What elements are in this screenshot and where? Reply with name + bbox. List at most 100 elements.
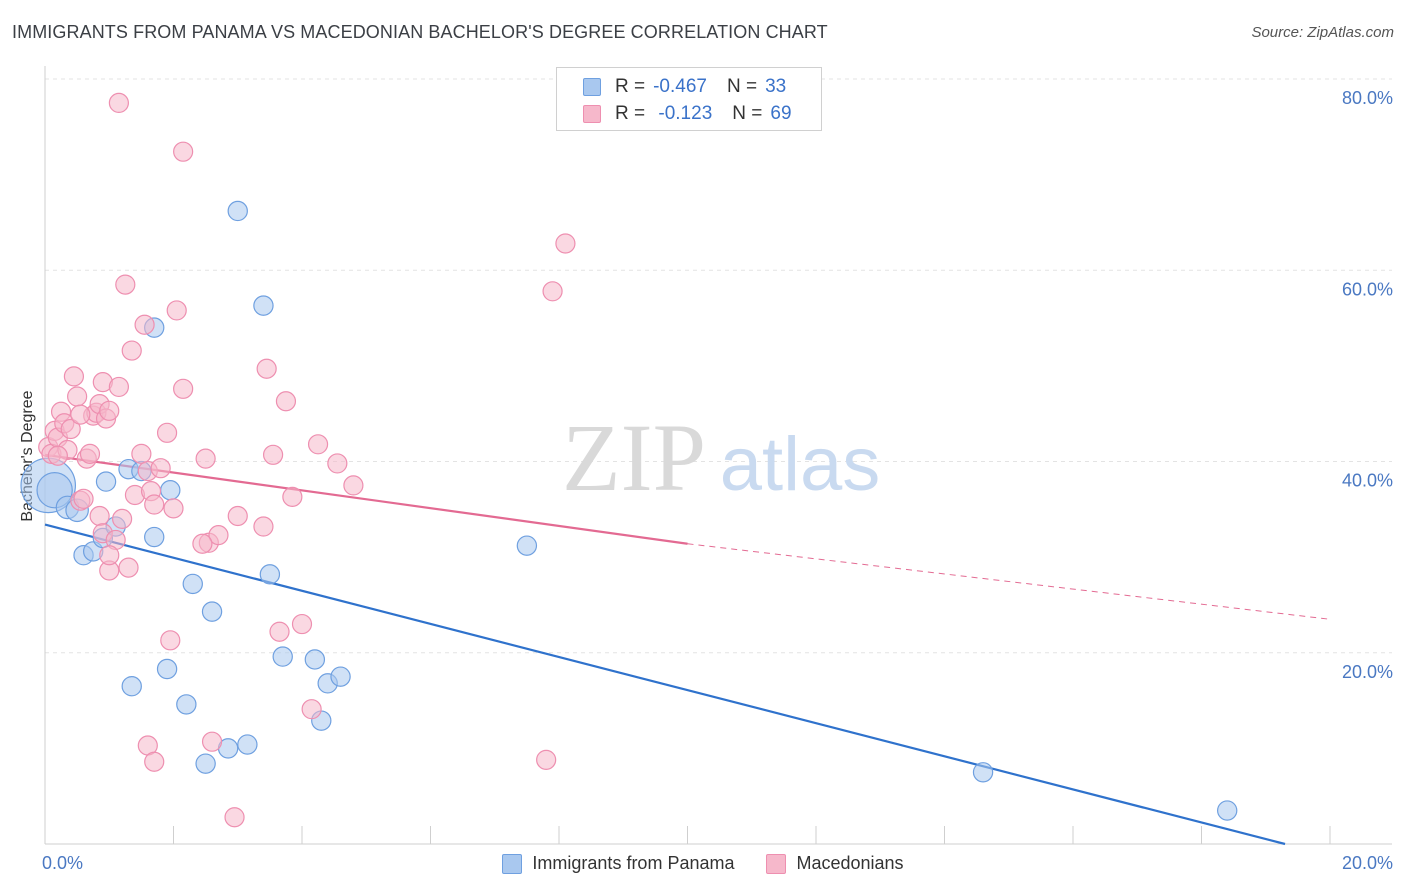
legend-n-value: 69 bbox=[770, 103, 792, 124]
point-macedonians bbox=[542, 281, 563, 302]
point-panama bbox=[516, 535, 538, 556]
trend-line-macedonians-extension bbox=[687, 543, 1331, 620]
tick-labels: 20.0% 40.0% 60.0% 80.0% 0.0% 20.0% bbox=[42, 88, 1393, 873]
point-macedonians bbox=[166, 300, 187, 321]
point-macedonians bbox=[208, 525, 229, 546]
point-macedonians bbox=[115, 274, 136, 295]
legend-label-macedonians: Macedonians bbox=[796, 853, 904, 873]
point-panama bbox=[195, 753, 216, 774]
chart-title: IMMIGRANTS FROM PANAMA VS MACEDONIAN BAC… bbox=[12, 22, 828, 42]
point-macedonians bbox=[291, 613, 313, 635]
point-macedonians bbox=[227, 505, 248, 527]
point-macedonians bbox=[195, 448, 216, 469]
gridlines bbox=[45, 78, 1392, 654]
legend-swatch-panama bbox=[583, 78, 601, 96]
point-macedonians bbox=[144, 494, 165, 515]
point-macedonians bbox=[307, 434, 329, 455]
watermark-zip: ZIP bbox=[562, 404, 706, 511]
point-macedonians bbox=[99, 400, 120, 421]
point-macedonians bbox=[253, 516, 274, 537]
point-panama bbox=[95, 471, 117, 492]
watermark-atlas: atlas bbox=[720, 422, 881, 507]
trend-line-panama bbox=[44, 523, 1286, 846]
legend-r-label: R = bbox=[615, 103, 646, 124]
point-macedonians bbox=[282, 486, 303, 507]
point-macedonians bbox=[67, 386, 88, 407]
point-macedonians bbox=[89, 505, 110, 527]
x-tick-label-min: 0.0% bbox=[42, 853, 83, 873]
point-macedonians bbox=[343, 475, 364, 496]
point-macedonians bbox=[224, 807, 245, 828]
point-macedonians bbox=[555, 233, 576, 254]
point-macedonians bbox=[131, 443, 152, 464]
axes bbox=[44, 66, 1392, 845]
point-panama bbox=[304, 649, 326, 670]
point-macedonians bbox=[70, 404, 91, 425]
point-macedonians bbox=[118, 557, 139, 578]
point-macedonians bbox=[301, 699, 322, 720]
point-macedonians bbox=[173, 141, 194, 162]
legend-swatch-panama bbox=[502, 853, 523, 874]
point-macedonians bbox=[108, 92, 129, 114]
point-panama bbox=[272, 646, 293, 667]
point-panama bbox=[176, 694, 197, 715]
legend-row-panama: R = -0.467 N = 33 bbox=[557, 74, 786, 100]
point-macedonians bbox=[144, 751, 165, 772]
point-panama bbox=[227, 200, 248, 222]
legend-n-value: 33 bbox=[765, 76, 787, 97]
legend-r-value: -0.467 bbox=[653, 76, 707, 97]
point-panama bbox=[182, 573, 203, 595]
legend-item-macedonians[interactable]: Macedonians bbox=[766, 853, 904, 874]
point-macedonians bbox=[269, 621, 290, 642]
y-tick-label-60: 60.0% bbox=[1342, 279, 1393, 299]
point-panama bbox=[237, 734, 258, 755]
point-macedonians bbox=[111, 508, 133, 529]
y-tick-label-80: 80.0% bbox=[1342, 88, 1393, 108]
point-macedonians bbox=[134, 314, 155, 335]
point-macedonians bbox=[262, 444, 284, 465]
data-points bbox=[20, 92, 1238, 828]
point-macedonians bbox=[73, 488, 94, 509]
point-panama bbox=[972, 762, 994, 783]
y-tick-label-20: 20.0% bbox=[1342, 662, 1393, 682]
point-macedonians bbox=[121, 340, 142, 361]
point-macedonians bbox=[60, 418, 81, 440]
legend-row-macedonians: R = -0.123 N = 69 bbox=[557, 101, 792, 127]
legend-n-label: N = bbox=[732, 103, 763, 124]
point-macedonians bbox=[63, 366, 85, 387]
legend-item-panama[interactable]: Immigrants from Panama bbox=[502, 853, 734, 874]
legend-swatch-macedonians bbox=[583, 105, 601, 123]
legend-label-panama: Immigrants from Panama bbox=[532, 853, 735, 873]
point-macedonians bbox=[173, 378, 194, 399]
point-macedonians bbox=[327, 453, 348, 474]
point-panama bbox=[156, 658, 178, 680]
point-macedonians bbox=[163, 498, 184, 519]
watermark: ZIP atlas bbox=[562, 404, 880, 511]
point-macedonians bbox=[160, 630, 181, 651]
x-tick-label-max: 20.0% bbox=[1342, 853, 1393, 873]
point-panama bbox=[144, 526, 165, 548]
point-macedonians bbox=[79, 443, 101, 464]
point-panama bbox=[330, 666, 351, 687]
point-panama bbox=[201, 601, 223, 622]
legend-n-label: N = bbox=[726, 76, 758, 97]
point-macedonians bbox=[275, 391, 297, 412]
point-macedonians bbox=[536, 749, 557, 770]
point-panama bbox=[259, 564, 281, 585]
point-macedonians bbox=[99, 545, 120, 566]
point-panama bbox=[253, 295, 274, 316]
point-panama bbox=[121, 676, 142, 697]
point-macedonians bbox=[156, 422, 178, 443]
point-macedonians bbox=[47, 445, 68, 466]
series-legend: Immigrants from Panama Macedonians bbox=[0, 853, 1406, 874]
point-macedonians bbox=[192, 533, 213, 554]
source-label: Source: ZipAtlas.com bbox=[1251, 24, 1394, 41]
y-tick-label-40: 40.0% bbox=[1342, 471, 1393, 491]
stats-legend: R = -0.467 N = 33 R = -0.123 N = 69 bbox=[556, 67, 822, 131]
point-panama bbox=[1216, 800, 1238, 821]
legend-r-label: R = bbox=[615, 76, 646, 97]
legend-r-value: -0.123 bbox=[653, 103, 713, 124]
point-macedonians bbox=[108, 376, 129, 398]
legend-swatch-macedonians bbox=[766, 853, 787, 874]
